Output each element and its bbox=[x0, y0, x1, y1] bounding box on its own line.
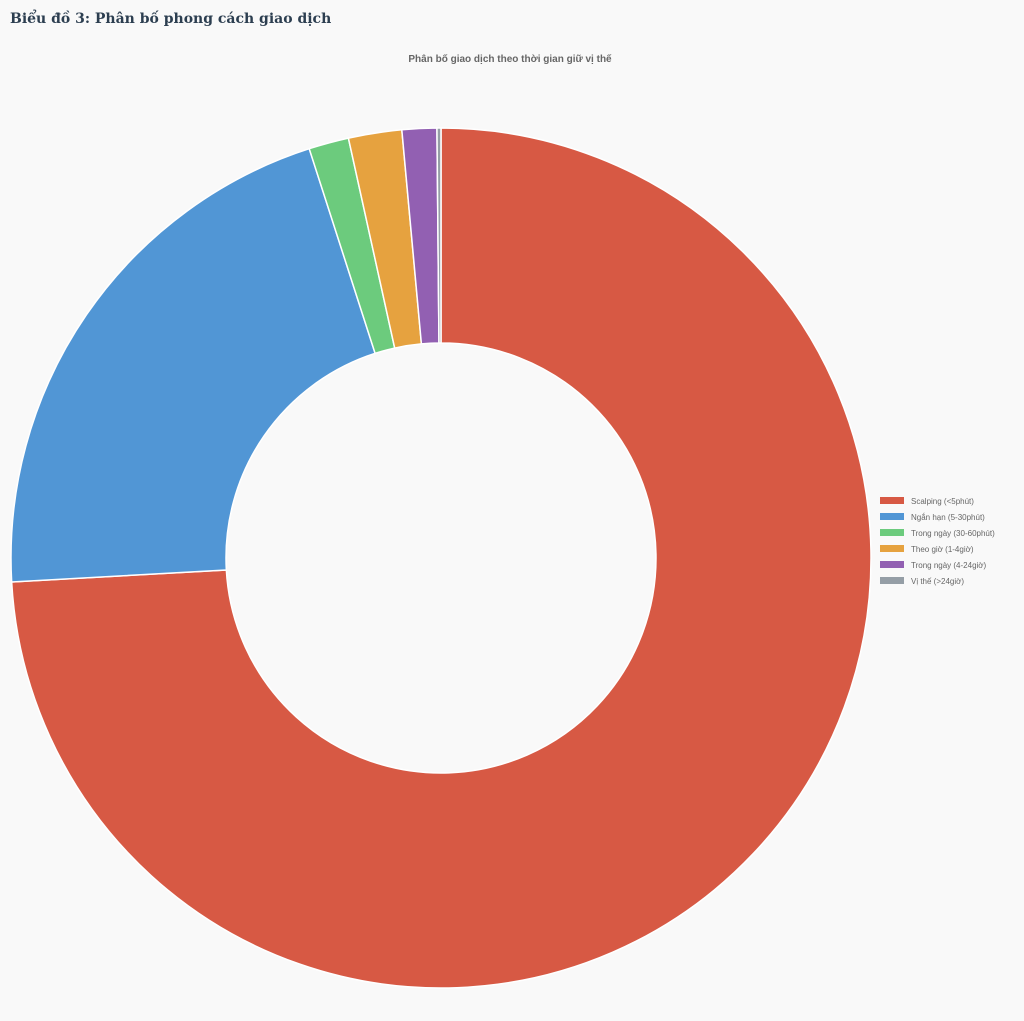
legend-label: Scalping (<5phút) bbox=[911, 497, 974, 506]
slices-group bbox=[10, 127, 872, 989]
legend-item-trong-ngay-4-24gio[interactable]: Trong ngày (4-24giờ) bbox=[880, 561, 987, 570]
legend: Scalping (<5phút) Ngắn hạn (5-30phút) Tron… bbox=[880, 497, 995, 586]
legend-label: Trong ngày (4-24giờ) bbox=[911, 561, 987, 570]
legend-label: Vị thế (>24giờ) bbox=[911, 577, 964, 586]
legend-swatch bbox=[880, 529, 904, 536]
legend-swatch bbox=[880, 513, 904, 520]
slice-scalping-5phut[interactable] bbox=[10, 127, 872, 989]
legend-item-trong-ngay-30-60phut[interactable]: Trong ngày (30-60phút) bbox=[880, 529, 995, 538]
legend-label: Trong ngày (30-60phút) bbox=[911, 529, 995, 538]
slice-vi-the-24gio[interactable] bbox=[436, 127, 442, 344]
legend-label: Ngắn hạn (5-30phút) bbox=[911, 513, 985, 522]
page-heading: Biểu đồ 3: Phân bố phong cách giao dịch bbox=[10, 11, 332, 27]
chart-title: Phân bố giao dịch theo thời gian giữ vị … bbox=[408, 53, 612, 65]
legend-item-scalping-5phut[interactable]: Scalping (<5phút) bbox=[880, 497, 974, 506]
legend-item-ngan-han-5-30phut[interactable]: Ngắn hạn (5-30phút) bbox=[880, 513, 985, 522]
legend-label: Theo giờ (1-4giờ) bbox=[911, 545, 974, 554]
legend-swatch bbox=[880, 497, 904, 504]
legend-item-vi-the-24gio[interactable]: Vị thế (>24giờ) bbox=[880, 577, 964, 586]
legend-item-theo-gio-1-4gio[interactable]: Theo giờ (1-4giờ) bbox=[880, 545, 974, 554]
legend-swatch bbox=[880, 561, 904, 568]
chart-container: Phân bố giao dịch theo thời gian giữ vị … bbox=[0, 40, 1024, 1021]
slice-ngan-han-5-30phut[interactable] bbox=[10, 147, 377, 583]
legend-swatch bbox=[880, 545, 904, 552]
doughnut-chart: Phân bố giao dịch theo thời gian giữ vị … bbox=[10, 53, 995, 989]
legend-swatch bbox=[880, 577, 904, 584]
